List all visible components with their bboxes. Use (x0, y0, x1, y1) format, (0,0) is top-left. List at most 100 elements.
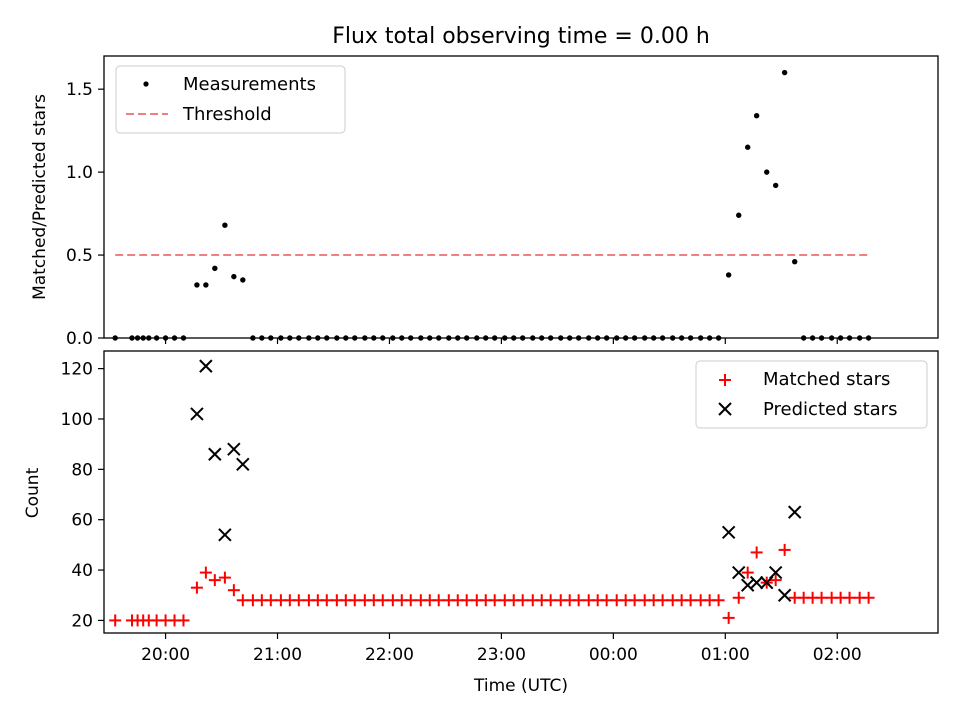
measurement-point (231, 273, 237, 280)
measurement-point (539, 335, 545, 341)
predicted-point (208, 447, 222, 461)
measurement-point (687, 335, 694, 341)
legend-measurements-marker (143, 81, 149, 87)
matched-point (292, 594, 305, 607)
measurement-point (744, 144, 751, 150)
measurement-point (162, 335, 169, 341)
count-y-axis-label: Count (23, 467, 43, 518)
measurement-point (594, 335, 601, 341)
x-tick-label: 00:00 (589, 645, 638, 665)
x-tick-label: 23:00 (477, 645, 526, 665)
measurement-point (502, 335, 508, 341)
matched-point (741, 566, 754, 579)
measurement-point (491, 335, 498, 341)
matched-point (236, 594, 249, 607)
measurement-point (268, 335, 274, 341)
legend-threshold-label: Threshold (182, 104, 272, 125)
legend-predicted-label: Predicted stars (763, 399, 897, 420)
measurement-point (153, 335, 160, 341)
measurement-point (408, 335, 414, 341)
measurement-point (222, 222, 228, 228)
y-tick-label: 0.5 (66, 246, 93, 266)
predicted-point (732, 565, 746, 580)
measurement-point (194, 282, 200, 288)
predicted-point (218, 528, 232, 542)
predicted-point (768, 565, 783, 580)
matched-point (516, 594, 529, 607)
matched-point (218, 571, 231, 584)
measurement-point (650, 335, 657, 341)
measurement-point (446, 335, 452, 341)
matched-point (684, 594, 697, 607)
measurement-point (464, 335, 470, 341)
matched-point (656, 594, 669, 607)
measurement-point (306, 335, 312, 341)
measurement-point (547, 335, 554, 341)
measurement-point (837, 335, 844, 341)
matched-point (177, 614, 190, 627)
matched-point (488, 594, 501, 607)
predicted-point (788, 505, 802, 519)
measurement-point (586, 335, 592, 341)
count-panel: Count Time (UTC) 20:00 21:00 22:00 23:00 00:… (23, 350, 939, 696)
matched-point (843, 591, 856, 604)
y-tick-label: 20 (71, 611, 93, 631)
y-tick-label: 1.0 (66, 163, 93, 183)
y-tick-label: 100 (61, 410, 93, 430)
measurement-point (809, 335, 816, 341)
matched-point (732, 591, 745, 604)
measurement-point (828, 335, 835, 341)
measurement-point (792, 258, 798, 265)
matched-point (750, 546, 763, 559)
measurement-point (800, 335, 807, 341)
measurement-point (566, 335, 573, 341)
ratio-legend: Measurements Threshold (115, 65, 346, 134)
predicted-point (777, 588, 792, 602)
matched-point (190, 581, 203, 594)
predicted-point (740, 578, 755, 592)
measurement-point (558, 335, 564, 341)
measurement-point (315, 335, 321, 341)
legend-measurements-label: Measurements (183, 74, 316, 95)
matched-point (572, 594, 585, 607)
measurement-point (334, 335, 340, 341)
measurement-point (250, 335, 256, 341)
measurement-point (134, 335, 141, 341)
measurement-point (296, 335, 302, 341)
matched-point (815, 591, 828, 604)
y-tick-label: 40 (71, 561, 93, 581)
measurement-point (772, 182, 779, 189)
measurement-point (140, 335, 146, 341)
measurement-point (129, 335, 135, 341)
y-tick-label: 80 (71, 460, 93, 480)
legend-matched-marker (719, 374, 731, 386)
count-legend: Matched stars Predicted stars (695, 360, 928, 429)
measurement-point (659, 335, 666, 341)
predicted-point (199, 359, 213, 373)
measurement-point (530, 335, 536, 341)
matched-point (348, 594, 361, 607)
y-tick-label: 60 (71, 511, 93, 531)
measurement-point (697, 335, 704, 341)
measurement-point (483, 335, 489, 341)
matched-point (460, 594, 473, 607)
measurement-point (818, 335, 825, 341)
matched-point (544, 594, 557, 607)
measurement-point (212, 265, 218, 272)
x-tick-label: 20:00 (141, 645, 190, 665)
measurement-point (519, 335, 526, 341)
measurement-point (642, 335, 648, 341)
measurement-point (678, 335, 685, 341)
measurement-point (362, 335, 368, 341)
ratio-y-axis-label: Matched/Predicted stars (30, 94, 50, 300)
x-tick-label: 01:00 (701, 645, 750, 665)
y-tick-label: 120 (61, 360, 93, 380)
predicted-point (190, 407, 204, 421)
legend-predicted-marker (718, 402, 732, 416)
measurement-point (603, 335, 610, 341)
measurement-point (259, 335, 265, 341)
x-tick-label: 02:00 (813, 645, 862, 665)
measurement-point (715, 335, 722, 341)
measurement-point (856, 335, 863, 341)
